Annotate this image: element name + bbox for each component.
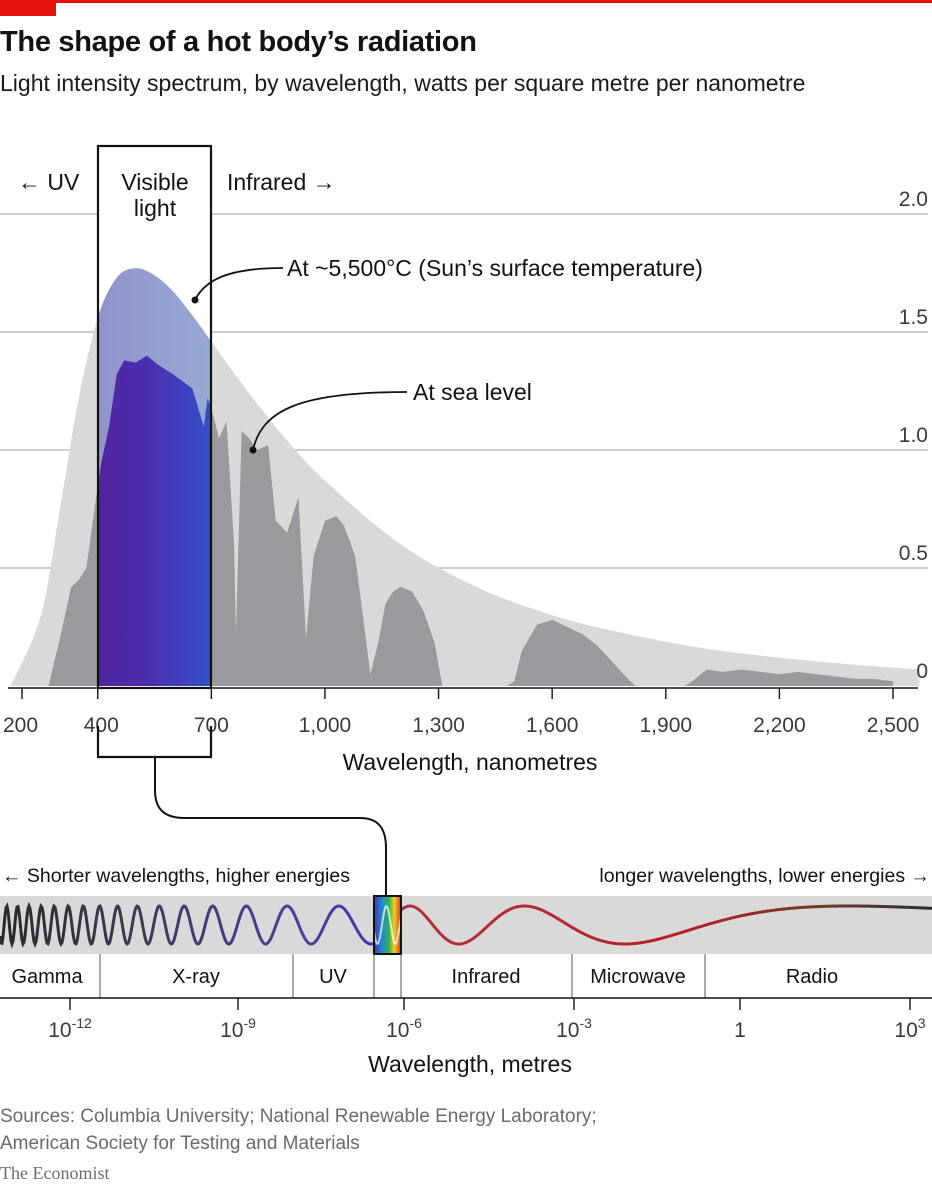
longer-wavelength-label: longer wavelengths, lower energies → — [599, 865, 930, 887]
em-wave — [0, 901, 932, 949]
sun-annotation-leader — [194, 267, 284, 301]
em-tick-label: 10-3 — [556, 1015, 592, 1042]
sources-line-1: Sources: Columbia University; National R… — [0, 1106, 597, 1127]
x-axis-title: Wavelength, nanometres — [343, 749, 598, 775]
x-ticks: 200 400 700 1,000 1,300 1,600 1,900 2,200 2,500 — [3, 688, 919, 737]
band-xray: X-ray — [172, 966, 220, 988]
visible-mini-box — [373, 895, 402, 955]
sea-level-area — [48, 355, 894, 686]
x-tick-label: 1,300 — [412, 714, 465, 737]
x-tick-label: 1,900 — [640, 714, 693, 737]
x-tick-label: 700 — [194, 714, 229, 737]
y-ticks: 0 0.5 1.0 1.5 2.0 — [899, 188, 928, 683]
band-dividers — [99, 954, 706, 998]
region-label-uv: ← UV — [18, 169, 80, 195]
y-tick-label: 0 — [916, 660, 928, 683]
sun-annotation-dot — [191, 296, 199, 304]
em-tick-label: 10-6 — [386, 1015, 422, 1042]
em-tick-label: 103 — [894, 1015, 925, 1042]
band-infrared: Infrared — [452, 966, 521, 988]
gridlines — [0, 213, 928, 569]
brand-wordmark: The Economist — [0, 1163, 110, 1183]
y-tick-label: 1.5 — [899, 306, 928, 329]
em-ticks: 10-12 10-9 10-6 10-3 1 103 — [48, 998, 926, 1042]
visible-mini-wave — [373, 905, 402, 946]
sea-visible-rainbow — [98, 355, 211, 686]
sea-annotation-dot — [249, 446, 257, 454]
band-radio: Radio — [786, 966, 838, 988]
em-axis-title: Wavelength, metres — [368, 1051, 572, 1077]
visible-mini-band — [374, 896, 401, 954]
sources-line-2: American Society for Testing and Materia… — [0, 1133, 360, 1154]
region-label-visible-line2: light — [134, 195, 177, 221]
x-tick-label: 200 — [3, 714, 38, 737]
em-tick-label: 10-9 — [220, 1015, 256, 1042]
sea-annotation-label: At sea level — [413, 379, 532, 405]
sun-annotation-label: At ~5,500°C (Sun’s surface temperature) — [287, 255, 703, 281]
visible-spectrum-overlay — [98, 268, 211, 686]
y-tick-label: 2.0 — [899, 188, 928, 211]
region-label-visible-line1: Visible — [121, 169, 188, 195]
bracket-connector — [154, 757, 387, 896]
band-uv: UV — [319, 966, 347, 988]
x-tick-label: 1,600 — [526, 714, 579, 737]
x-tick-label: 400 — [84, 714, 119, 737]
band-microwave: Microwave — [590, 966, 686, 988]
x-tick-label: 2,200 — [753, 714, 806, 737]
page-subtitle: Light intensity spectrum, by wavelength,… — [0, 70, 806, 96]
em-tick-label: 1 — [734, 1019, 746, 1042]
x-tick-label: 2,500 — [867, 714, 920, 737]
shorter-wavelength-label: ← Shorter wavelengths, higher energies — [2, 865, 350, 887]
em-tick-label: 10-12 — [48, 1015, 92, 1042]
band-gamma: Gamma — [11, 966, 83, 988]
region-label-infrared: Infrared → — [227, 169, 336, 195]
y-tick-label: 1.0 — [899, 424, 928, 447]
x-tick-label: 1,000 — [299, 714, 352, 737]
page-title: The shape of a hot body’s radiation — [0, 26, 477, 58]
top-rule — [0, 0, 932, 3]
wave-band-background — [0, 896, 932, 954]
brand-red-tab — [0, 0, 56, 16]
sea-annotation-leader — [252, 391, 408, 451]
y-tick-label: 0.5 — [899, 542, 928, 565]
